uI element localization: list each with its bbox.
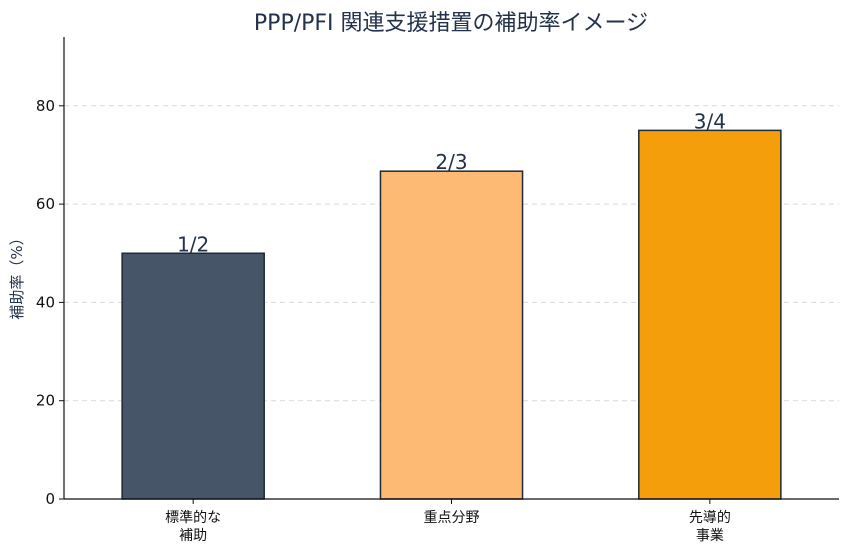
y-tick-label: 40 [36, 293, 55, 311]
y-axis-label: 補助率（%） [8, 230, 26, 319]
x-tick-label-line: 事業 [696, 528, 724, 544]
data-label: 1/2 [177, 232, 209, 256]
bar [379, 170, 524, 500]
x-tick-label: 標準的な補助 [165, 510, 221, 544]
y-tick-label: 80 [36, 97, 55, 115]
y-tick-label: 20 [36, 392, 55, 410]
bar [121, 252, 265, 500]
x-tick-label-line: 補助 [179, 528, 207, 544]
chart-title: PPP/PFI 関連支援措置の補助率イメージ [254, 11, 648, 36]
y-tick-label: 60 [36, 195, 55, 213]
label-layer: 標準的な補助 1/2 重点分野 2/3 先導的事業 3/4 [165, 109, 731, 544]
data-label: 2/3 [435, 150, 467, 174]
y-tick-label: 0 [45, 490, 55, 508]
x-tick-label-line: 先導的 [689, 510, 731, 526]
x-tick-label: 先導的事業 [689, 510, 731, 544]
bar [638, 129, 782, 500]
x-tick-label-line: 重点分野 [424, 510, 480, 526]
axis-layer: 0 20 40 60 80 [36, 37, 839, 508]
x-tick-label-line: 標準的な [165, 510, 221, 526]
x-tick-label: 重点分野 [424, 510, 480, 526]
bar-layer [121, 129, 782, 500]
data-label: 3/4 [694, 109, 726, 133]
